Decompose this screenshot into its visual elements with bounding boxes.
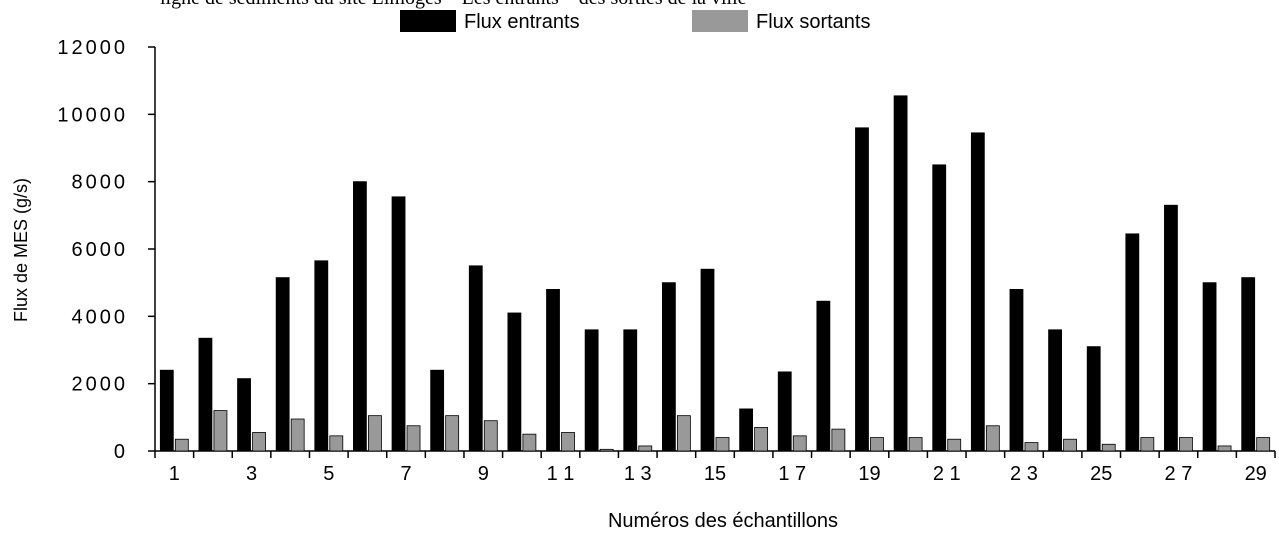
bar-flux-entrants bbox=[1048, 329, 1062, 452]
bar-flux-sortants bbox=[599, 448, 614, 452]
bar-flux-sortants bbox=[213, 410, 228, 452]
bar-flux-sortants bbox=[522, 433, 537, 452]
legend-label: Flux sortants bbox=[756, 11, 870, 33]
bar-flux-sortants bbox=[406, 425, 421, 452]
bar-flux-sortants bbox=[1024, 442, 1039, 452]
bar-flux-entrants bbox=[1241, 277, 1256, 452]
bar-flux-sortants bbox=[1256, 437, 1271, 452]
bar-flux-sortants bbox=[908, 437, 923, 452]
bar-flux-entrants bbox=[816, 300, 831, 452]
y-tick-label: 6000 bbox=[72, 239, 129, 261]
bar-flux-sortants bbox=[754, 427, 769, 452]
bar-flux-sortants bbox=[445, 415, 460, 452]
legend-label: Flux entrants bbox=[464, 11, 580, 33]
bar-flux-entrants bbox=[430, 369, 445, 452]
legend-swatch bbox=[400, 10, 456, 32]
bar-flux-entrants bbox=[198, 337, 213, 452]
bar-flux-entrants bbox=[546, 288, 560, 452]
bar-flux-entrants bbox=[1164, 204, 1178, 452]
bar-flux-entrants bbox=[159, 369, 174, 452]
bar-flux-entrants bbox=[855, 127, 869, 452]
x-tick-label: 1 7 bbox=[778, 463, 806, 485]
x-tick-label: 15 bbox=[704, 463, 726, 485]
y-axis: 0 2000 4000 6000 8000 10000 12000 bbox=[57, 37, 156, 463]
x-tick-label: 25 bbox=[1090, 463, 1112, 485]
bar-flux-sortants bbox=[1217, 445, 1232, 452]
bar-flux-sortants bbox=[290, 418, 305, 452]
x-tick-label: 2 7 bbox=[1165, 463, 1193, 485]
bar-flux-entrants bbox=[507, 312, 522, 452]
bar-flux-sortants bbox=[792, 435, 807, 452]
bar-flux-entrants bbox=[275, 277, 290, 452]
x-tick-label: 19 bbox=[858, 463, 880, 485]
bar-flux-sortants bbox=[715, 437, 730, 452]
bar-flux-sortants bbox=[676, 415, 691, 452]
y-tick-label: 12000 bbox=[57, 37, 128, 59]
bars bbox=[159, 95, 1271, 452]
bar-flux-sortants bbox=[174, 438, 189, 452]
x-tick-label: 2 1 bbox=[933, 463, 961, 485]
x-tick-label: 2 3 bbox=[1010, 463, 1038, 485]
x-tick-label: 29 bbox=[1245, 463, 1267, 485]
bar-flux-entrants bbox=[353, 181, 367, 452]
bar-flux-entrants bbox=[584, 329, 599, 452]
caption-fragment: ligne de sédiments du site Limoges – Les… bbox=[160, 0, 747, 10]
y-tick-label: 8000 bbox=[72, 172, 129, 194]
bar-flux-sortants bbox=[252, 432, 266, 452]
bar-flux-entrants bbox=[661, 282, 676, 452]
x-tick-label: 1 3 bbox=[624, 463, 652, 485]
bar-flux-sortants bbox=[368, 415, 382, 452]
bar-flux-entrants bbox=[893, 95, 908, 452]
bar-flux-entrants bbox=[932, 164, 947, 452]
bar-flux-sortants bbox=[1101, 443, 1116, 452]
bar-flux-sortants bbox=[870, 437, 884, 452]
bar-flux-entrants bbox=[314, 260, 329, 452]
bar-flux-sortants bbox=[1140, 437, 1155, 452]
bar-flux-entrants bbox=[1125, 233, 1140, 452]
x-tick-label: 1 bbox=[169, 463, 180, 485]
legend-swatch bbox=[692, 10, 748, 32]
x-tick-label: 7 bbox=[400, 463, 411, 485]
y-axis-label: Flux de MES (g/s) bbox=[11, 178, 31, 322]
x-tick-label: 3 bbox=[246, 463, 257, 485]
y-tick-label: 2000 bbox=[72, 374, 129, 396]
bar-flux-entrants bbox=[700, 268, 715, 452]
bar-flux-sortants bbox=[1063, 438, 1077, 452]
x-tick-label: 9 bbox=[478, 463, 489, 485]
bar-flux-sortants bbox=[329, 435, 344, 452]
bar-flux-entrants bbox=[1009, 288, 1024, 452]
y-tick-label: 0 bbox=[114, 441, 128, 463]
bar-flux-entrants bbox=[739, 408, 754, 452]
x-axis-label: Numéros des échantillons bbox=[608, 510, 838, 532]
bar-flux-entrants bbox=[777, 371, 792, 452]
bar-flux-entrants bbox=[237, 378, 251, 452]
x-tick-label: 5 bbox=[323, 463, 334, 485]
y-tick-label: 4000 bbox=[72, 306, 129, 328]
x-tick-label: 1 1 bbox=[547, 463, 575, 485]
bar-flux-sortants bbox=[985, 425, 1000, 452]
bar-flux-sortants bbox=[1179, 437, 1193, 452]
bar-flux-sortants bbox=[831, 428, 846, 452]
y-tick-label: 10000 bbox=[57, 104, 128, 126]
bar-flux-entrants bbox=[970, 132, 985, 452]
bar-flux-entrants bbox=[468, 265, 483, 452]
bar-flux-sortants bbox=[947, 438, 962, 452]
bar-flux-sortants bbox=[638, 445, 653, 452]
legend: Flux entrants Flux sortants bbox=[400, 10, 870, 33]
bar-flux-entrants bbox=[1086, 346, 1101, 452]
bar-flux-entrants bbox=[391, 196, 406, 452]
bar-flux-sortants bbox=[561, 432, 575, 452]
bar-flux-sortants bbox=[483, 420, 498, 452]
bar-flux-entrants bbox=[623, 329, 638, 452]
bar-flux-entrants bbox=[1202, 282, 1217, 452]
